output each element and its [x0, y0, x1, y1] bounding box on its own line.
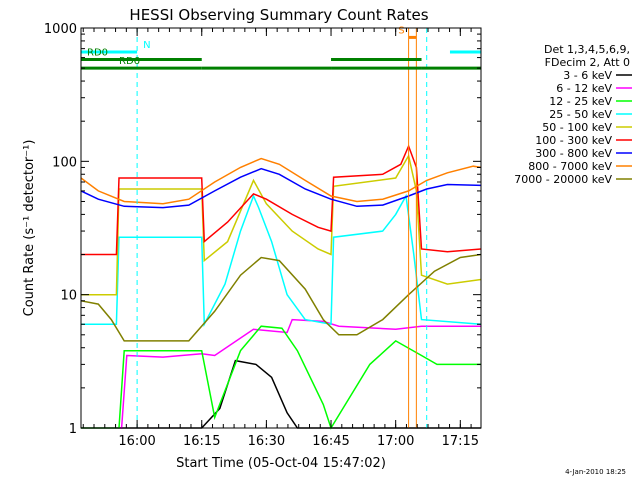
legend-label-6-12-kev: 6 - 12 keV [556, 82, 612, 95]
series-line-6-12-kev [81, 318, 481, 429]
series-layer [80, 144, 482, 430]
legend: Det 1,3,4,5,6,9,FDecim 2, Att 03 - 6 keV… [514, 43, 632, 186]
legend-label-300-800-kev: 300 - 800 keV [535, 147, 612, 160]
y-axis-label: Count Rate (s⁻¹ detector⁻¹) [22, 140, 37, 317]
timestamp: 4-Jan-2010 18:25 [565, 468, 626, 476]
legend-label-100-300-kev: 100 - 300 keV [535, 134, 612, 147]
x-tick-label-17-15: 17:15 [442, 434, 479, 449]
legend-label-3-6-kev: 3 - 6 keV [563, 69, 612, 82]
plot-frame [80, 27, 482, 429]
series-line-300-800-kev [80, 167, 482, 209]
x-axis-label: Start Time (05-Oct-04 15:47:02) [176, 456, 386, 471]
x-tick-label-16-45: 16:45 [312, 434, 349, 449]
y-tick-label-1000: 1000 [44, 22, 77, 37]
series-line-3-6-kev [81, 359, 481, 429]
state-bar-label-s: S [398, 25, 404, 36]
series-line-12-25-kev [81, 325, 481, 430]
chart-title: HESSI Observing Summary Count Rates [129, 6, 428, 24]
y-tick-label-10: 10 [60, 289, 77, 304]
y-tick-label-1: 1 [69, 422, 77, 437]
state-bars-layer: N RD0 RD6 S [81, 25, 481, 70]
x-tick-label-17-00: 17:00 [377, 434, 414, 449]
legend-title-line-0: Det 1,3,4,5,6,9, [544, 43, 630, 56]
axis-ticks-layer: 16:00 16:15 16:30 16:45 17:00 17:15 1 10 100 1000 [44, 22, 481, 449]
series-line-50-100-kev [81, 153, 482, 296]
legend-label-12-25-kev: 12 - 25 keV [549, 95, 612, 108]
legend-label-50-100-kev: 50 - 100 keV [542, 121, 612, 134]
legend-label-7000-20000-kev: 7000 - 20000 keV [514, 173, 612, 186]
series-line-25-50-kev [81, 193, 482, 328]
state-bar-label-rd0: RD0 [87, 48, 108, 59]
state-bar-label-rd6: RD6 [119, 56, 140, 67]
legend-title-line-1: FDecim 2, Att 0 [545, 56, 630, 69]
x-tick-label-16-00: 16:00 [118, 434, 155, 449]
series-line-100-300-kev [81, 144, 482, 256]
x-tick-label-16-30: 16:30 [248, 434, 285, 449]
markers-layer [136, 28, 482, 428]
state-bar-label-n: N [143, 40, 150, 51]
legend-label-25-50-kev: 25 - 50 keV [549, 108, 612, 121]
legend-label-800-7000-kev: 800 - 7000 keV [528, 160, 612, 173]
y-tick-label-100: 100 [52, 155, 77, 170]
series-line-800-7000-kev [80, 157, 482, 205]
x-tick-label-16-15: 16:15 [183, 434, 220, 449]
